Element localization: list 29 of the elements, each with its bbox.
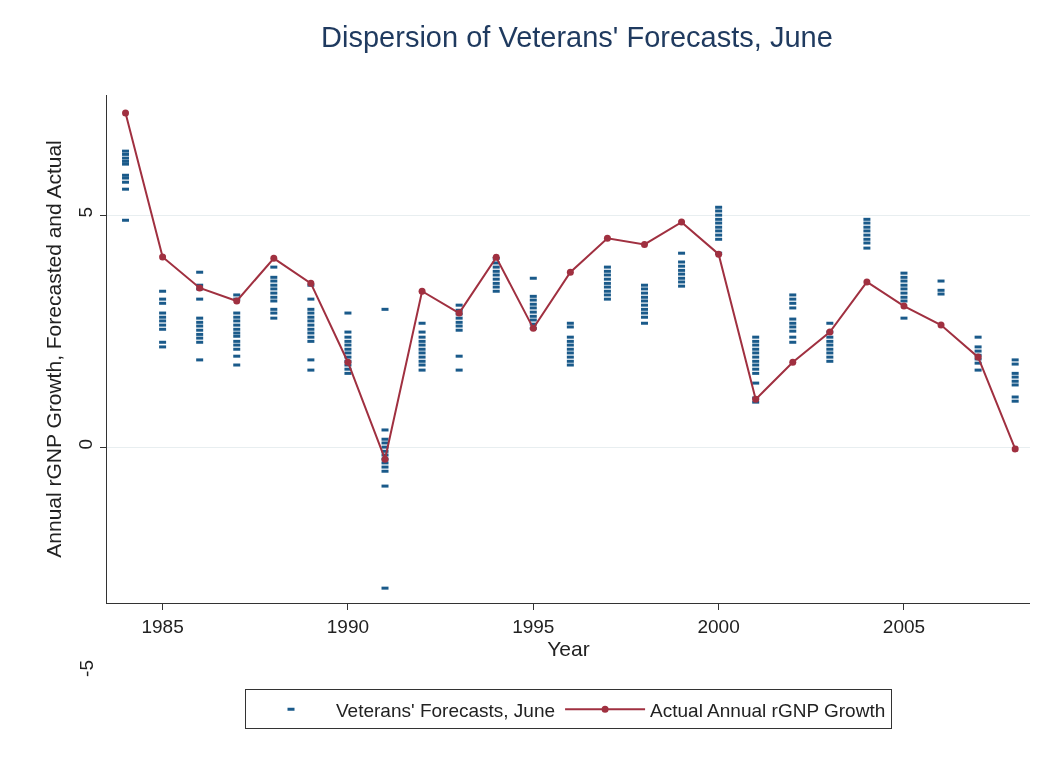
point [640,240,648,248]
y-tick-label: 5 [75,207,97,218]
x-tick-label: 1995 [512,615,555,637]
y-axis-title: Annual rGNP Growth, Forecasted and Actual [41,140,65,558]
x-axis-title: Year [547,636,590,660]
chart-title: Dispersion of Veterans' Forecasts, June [321,21,833,54]
point [937,321,945,329]
legend-label: Veterans' Forecasts, June [336,699,556,721]
point [974,353,982,361]
point [789,358,797,366]
x-tick-label: 1985 [141,615,184,637]
legend-label: Actual Annual rGNP Growth [650,699,886,721]
point [1011,445,1019,453]
point [678,218,686,226]
x-tick-label: 2005 [882,615,926,637]
text: -5 [76,659,98,677]
point [307,279,315,287]
point [270,254,278,262]
point [603,234,611,242]
point [159,253,167,261]
point [566,268,574,276]
x-tick-label: 1990 [326,615,370,637]
point [418,287,426,295]
point [863,278,871,286]
point [900,302,908,310]
point [233,297,241,305]
x-tick-label: 2000 [697,615,740,637]
y-tick-label: 0 [75,438,97,450]
point [122,109,130,117]
